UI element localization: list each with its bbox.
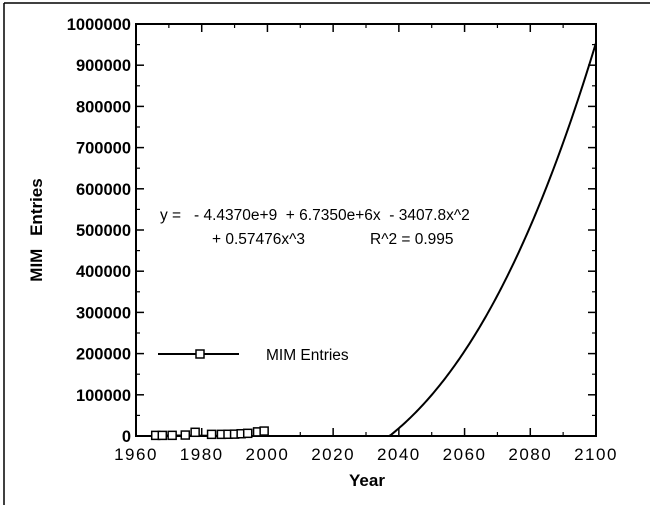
x-tick-label: 2080 xyxy=(508,445,552,464)
x-tick-label: 2020 xyxy=(311,445,355,464)
x-tick-label: 2100 xyxy=(574,445,618,464)
y-tick-label: 400000 xyxy=(76,263,131,281)
x-tick-label: 1980 xyxy=(180,445,224,464)
y-tick-label: 500000 xyxy=(76,222,131,240)
legend-label: MIM Entries xyxy=(266,347,349,364)
data-point xyxy=(180,430,191,440)
fit-equation-line2: + 0.57476x^3 xyxy=(212,231,305,248)
x-tick-label: 2060 xyxy=(443,445,487,464)
y-tick-label: 800000 xyxy=(76,98,131,116)
plot-area xyxy=(135,23,597,437)
y-axis-ticks xyxy=(136,23,596,437)
fit-r-squared: R^2 = 0.995 xyxy=(370,231,454,248)
y-tick-label: 1000000 xyxy=(67,16,131,34)
y-tick-label: 900000 xyxy=(76,57,131,75)
fit-curve xyxy=(155,42,597,437)
data-series-points xyxy=(150,426,269,441)
data-point xyxy=(259,426,269,436)
fit-equation-line1: y = - 4.4370e+9 + 6.7350e+6x - 3407.8x^2 xyxy=(160,207,470,224)
x-axis-ticks xyxy=(135,24,597,436)
y-tick-label: 600000 xyxy=(76,181,131,199)
data-point xyxy=(190,427,200,438)
x-tick-label: 2000 xyxy=(246,445,290,464)
data-point xyxy=(206,429,217,440)
y-tick-label: 300000 xyxy=(76,304,131,322)
y-axis-tick-labels: 0 100000 200000 300000 400000 500000 600000 700… xyxy=(67,16,131,446)
y-tick-label: 0 xyxy=(122,428,131,446)
x-tick-label: 1960 xyxy=(114,445,158,464)
y-axis-title: MIM Entries xyxy=(27,178,46,281)
legend-marker xyxy=(195,349,205,359)
y-tick-label: 100000 xyxy=(76,387,131,405)
data-point xyxy=(167,430,177,441)
data-point xyxy=(242,428,253,439)
x-axis-title: Year xyxy=(349,471,385,490)
data-point xyxy=(157,430,168,441)
legend: MIM Entries xyxy=(158,347,349,364)
x-axis-tick-labels: 1960 1980 2000 2020 2040 2060 2080 2100 xyxy=(114,445,618,464)
y-tick-label: 700000 xyxy=(76,140,131,158)
x-tick-label: 2040 xyxy=(377,445,421,464)
y-tick-label: 200000 xyxy=(76,346,131,364)
